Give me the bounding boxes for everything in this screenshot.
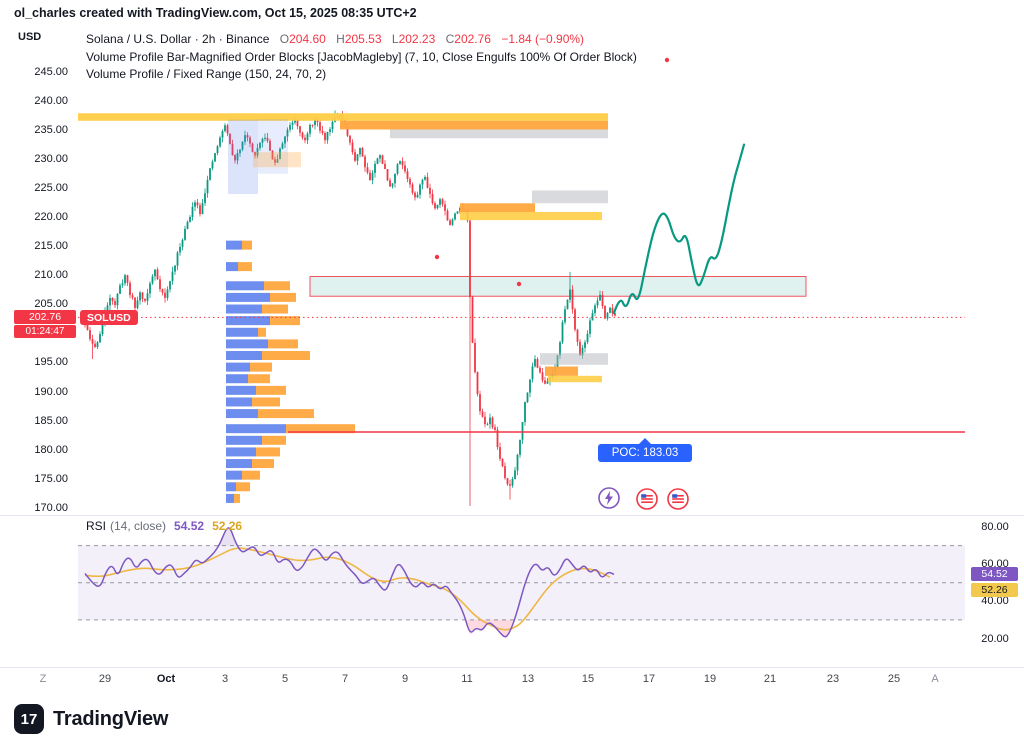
ohlc-high-value: 205.53 bbox=[344, 32, 382, 46]
price-axis-tick: 245.00 bbox=[34, 66, 68, 78]
time-axis-tick: A bbox=[931, 673, 939, 685]
price-axis-tick: 190.00 bbox=[34, 385, 68, 398]
rsi-title: RSI bbox=[86, 519, 107, 533]
candles-layer bbox=[84, 110, 616, 506]
time-axis-tick: 21 bbox=[763, 673, 777, 685]
symbol-price-line-tag: SOLUSD bbox=[80, 310, 138, 325]
lightning-icon[interactable] bbox=[597, 486, 621, 510]
price-scale-currency-label[interactable]: USD bbox=[18, 31, 42, 43]
price-axis-tick: 215.00 bbox=[34, 240, 68, 253]
symbol-title: Solana / U.S. Dollar · 2h · Binance bbox=[86, 32, 270, 46]
price-axis-tick: 235.00 bbox=[34, 124, 68, 137]
indicator-row-volume-profile[interactable]: Volume Profile / Fixed Range (150, 24, 7… bbox=[86, 67, 327, 81]
rsi-params: (14, close) bbox=[110, 519, 167, 533]
rsi-axis-tick: 80.00 bbox=[981, 521, 1009, 533]
time-axis-tick: 9 bbox=[401, 673, 409, 685]
rsi-pane bbox=[78, 527, 965, 639]
time-axis-tick: 19 bbox=[703, 673, 717, 685]
time-axis-tick: Z bbox=[39, 673, 47, 685]
time-axis-tick: Oct bbox=[156, 673, 176, 685]
time-axis-tick: 15 bbox=[581, 673, 595, 685]
ohlc-open-label: O bbox=[279, 32, 290, 46]
volume-zones-layer bbox=[78, 113, 608, 383]
price-axis-tick: 185.00 bbox=[34, 414, 68, 427]
ohlc-low-label: L bbox=[391, 32, 399, 46]
price-axis-tick: 210.00 bbox=[34, 269, 68, 282]
time-axis-tick: 7 bbox=[341, 673, 349, 685]
pane-separators bbox=[0, 515, 1024, 668]
time-axis-tick: 13 bbox=[521, 673, 535, 685]
time-axis-tick: 11 bbox=[461, 673, 473, 685]
attribution-text: ol_charles created with TradingView.com,… bbox=[14, 6, 417, 20]
current-price-badge: 202.76 bbox=[14, 310, 76, 324]
price-axis-tick: 205.00 bbox=[34, 298, 68, 311]
rsi-value-badge: 54.52 bbox=[971, 567, 1018, 581]
ohlc-close-label: C bbox=[445, 32, 455, 46]
price-axis-tick: 195.00 bbox=[34, 356, 68, 369]
rsi-axis-tick: 20.00 bbox=[981, 632, 1009, 645]
rsi-axis-tick: 40.00 bbox=[981, 595, 1009, 608]
price-axis-tick: 230.00 bbox=[34, 153, 68, 166]
tradingview-logo[interactable]: 17 TradingView bbox=[14, 704, 168, 734]
bar-countdown-badge: 01:24:47 bbox=[14, 325, 76, 338]
volume-profile-layer bbox=[226, 240, 355, 503]
price-axis-tick: 175.00 bbox=[34, 472, 68, 485]
ohlc-low-value: 202.23 bbox=[398, 32, 436, 46]
time-axis-tick: 29 bbox=[98, 673, 112, 685]
time-axis-tick: 3 bbox=[221, 673, 229, 685]
ohlc-open-value: 204.60 bbox=[289, 32, 326, 46]
symbol-row[interactable]: Solana / U.S. Dollar · 2h · Binance O204… bbox=[86, 31, 637, 49]
order-block-box bbox=[309, 275, 807, 297]
tradingview-logo-mark: 17 bbox=[14, 704, 44, 734]
flag-icon[interactable] bbox=[666, 487, 690, 511]
time-axis-tick: 25 bbox=[887, 673, 901, 685]
poc-price-label[interactable]: POC: 183.03 bbox=[598, 438, 692, 462]
rsi-value: 54.52 bbox=[174, 519, 205, 533]
rsi-ma-value-badge: 52.26 bbox=[971, 583, 1018, 597]
time-axis-tick: 23 bbox=[826, 673, 840, 685]
price-axis-tick: 170.00 bbox=[34, 501, 68, 514]
flag-icon[interactable] bbox=[635, 487, 659, 511]
projection-line bbox=[612, 143, 746, 315]
legend: Solana / U.S. Dollar · 2h · Binance O204… bbox=[86, 31, 637, 84]
time-axis-tick: 5 bbox=[281, 673, 289, 685]
time-axis-tick: 17 bbox=[642, 673, 656, 685]
price-axis-tick: 225.00 bbox=[34, 182, 68, 195]
ohlc-high-label: H bbox=[336, 32, 345, 46]
tradingview-logo-text: TradingView bbox=[53, 707, 169, 730]
price-axis-tick: 240.00 bbox=[34, 95, 68, 108]
change-value: −1.84 (−0.90%) bbox=[501, 32, 585, 46]
indicator-row-order-blocks[interactable]: Volume Profile Bar-Magnified Order Block… bbox=[86, 49, 637, 64]
alert-dots bbox=[434, 57, 670, 287]
price-axis-tick: 180.00 bbox=[34, 443, 68, 456]
rsi-ma-value: 52.26 bbox=[212, 519, 243, 533]
rsi-legend[interactable]: RSI (14, close) 54.52 52.26 bbox=[86, 519, 242, 533]
ohlc-close-value: 202.76 bbox=[454, 32, 491, 46]
price-axis-tick: 220.00 bbox=[34, 211, 68, 224]
